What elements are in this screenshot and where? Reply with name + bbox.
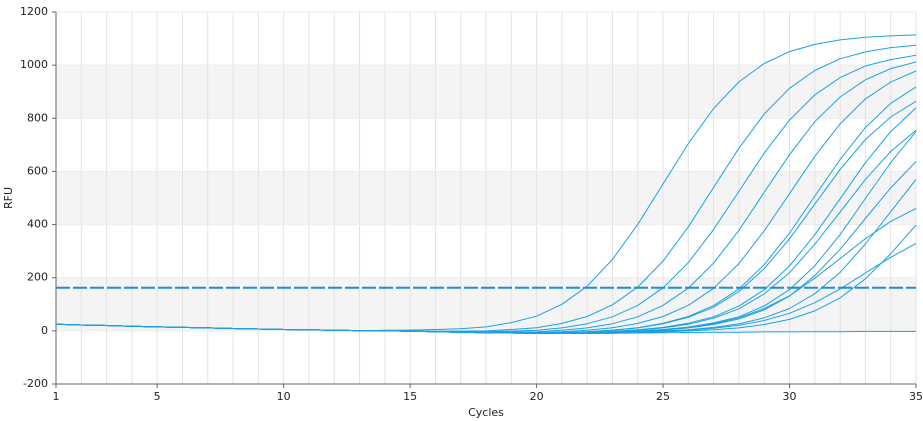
x-tick-label: 25 (656, 390, 670, 403)
x-tick-label: 30 (783, 390, 797, 403)
amplification-curve (55, 323, 916, 334)
x-tick-label: 1 (53, 390, 60, 403)
x-tick-label: 10 (277, 390, 291, 403)
y-tick-label: 600 (27, 164, 48, 177)
x-tick-label: 20 (530, 390, 544, 403)
y-tick-label: 0 (41, 324, 48, 337)
x-tick-label: 35 (909, 390, 923, 403)
y-axis-label: RFU (2, 187, 15, 209)
y-tick-label: -200 (23, 377, 48, 390)
y-tick-label: 1200 (20, 5, 48, 18)
x-tick-label: 5 (154, 390, 161, 403)
x-axis-label: Cycles (468, 406, 504, 419)
x-tick-label: 15 (403, 390, 417, 403)
y-tick-label: 200 (27, 271, 48, 284)
y-tick-label: 400 (27, 218, 48, 231)
y-tick-label: 800 (27, 111, 48, 124)
y-tick-label: 1000 (20, 58, 48, 71)
